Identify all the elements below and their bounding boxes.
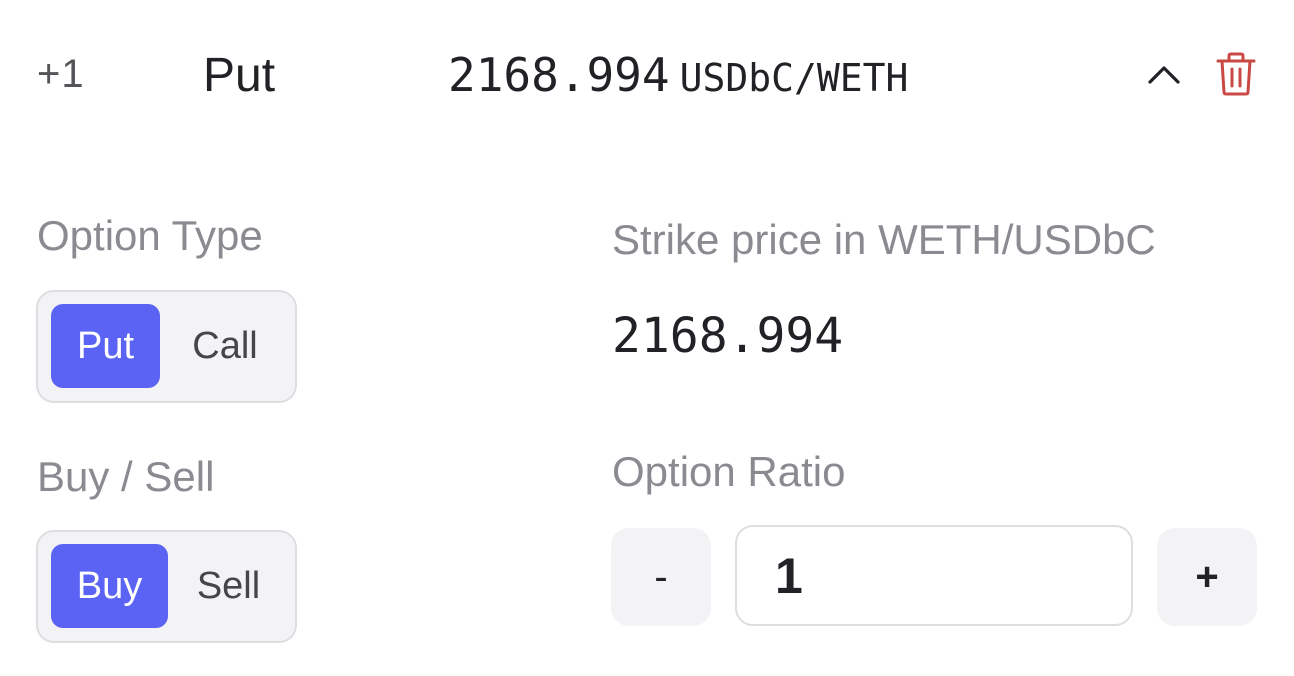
leg-type: Put xyxy=(203,49,276,102)
option-type-put-button[interactable]: Put xyxy=(51,304,160,388)
leg-summary-row: +1 Put 2168.994 USDbC/WETH xyxy=(0,0,1294,150)
trash-icon xyxy=(1216,52,1256,96)
buy-sell-toggle: Buy Sell xyxy=(36,530,297,643)
sell-button[interactable]: Sell xyxy=(196,564,261,607)
strike-price-value: 2168.994 xyxy=(612,308,844,364)
collapse-button[interactable] xyxy=(1142,52,1186,96)
option-type-toggle: Put Call xyxy=(36,290,297,403)
buy-sell-label: Buy / Sell xyxy=(37,453,215,500)
ratio-input[interactable] xyxy=(735,525,1133,626)
leg-strike-value: 2168.994 xyxy=(448,48,670,102)
delete-leg-button[interactable] xyxy=(1212,50,1260,98)
leg-strike-summary: 2168.994 USDbC/WETH xyxy=(448,48,908,102)
ratio-increment-button[interactable]: + xyxy=(1157,528,1257,626)
ratio-decrement-button[interactable]: - xyxy=(611,528,711,626)
chevron-up-icon xyxy=(1148,66,1180,84)
option-type-call-button[interactable]: Call xyxy=(192,324,258,367)
leg-pair: USDbC/WETH xyxy=(679,56,909,100)
strike-price-label: Strike price in WETH/USDbC xyxy=(612,216,1156,263)
buy-button[interactable]: Buy xyxy=(51,544,168,628)
leg-ratio: +1 xyxy=(37,52,85,96)
option-type-label: Option Type xyxy=(37,212,263,259)
option-ratio-label: Option Ratio xyxy=(612,448,846,495)
